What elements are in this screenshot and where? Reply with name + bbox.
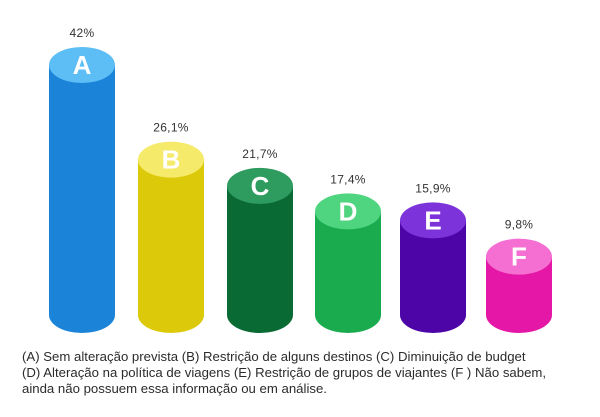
bar-letter-label: B (162, 145, 181, 175)
legend-line-3: ainda não possuem essa informação ou em … (22, 381, 327, 396)
bar-b: B 26,1% (138, 121, 204, 333)
bar-d: D 17,4% (315, 172, 381, 333)
bar-body (138, 159, 204, 315)
bar-chart: A 42% B 26,1% C 21,7% D 17,4% E 15,9% F 9,8% (49, 26, 552, 333)
bar-body (227, 185, 293, 315)
bar-top (49, 47, 115, 83)
bar-value-label: 15,9% (415, 181, 451, 195)
bar-top (486, 238, 552, 275)
bar-value-label: 9,8% (505, 218, 534, 232)
bar-value-label: 17,4% (330, 172, 366, 186)
bar-a: A 42% (49, 26, 115, 333)
bar-body (49, 65, 115, 315)
legend-line-1: (A) Sem alteração prevista (B) Restrição… (22, 349, 526, 364)
bar-top (138, 141, 204, 178)
bar-value-label: 42% (70, 26, 95, 40)
bar-value-label: 26,1% (153, 121, 189, 135)
bar-e: E 15,9% (400, 181, 466, 333)
bar-letter-label: C (251, 171, 270, 201)
bar-top (227, 167, 293, 204)
bar-letter-label: A (73, 50, 92, 80)
bar-f: F 9,8% (486, 218, 552, 333)
bar-letter-label: E (424, 205, 441, 235)
bar-value-label: 21,7% (242, 147, 278, 161)
bar-letter-label: F (511, 242, 527, 272)
bar-top (315, 193, 381, 230)
bar-top (400, 202, 466, 239)
chart-legend: (A) Sem alteração prevista (B) Restrição… (22, 349, 587, 397)
bar-c: C 21,7% (227, 147, 293, 333)
bar-letter-label: D (339, 196, 358, 226)
legend-line-2: (D) Alteração na política de viagens (E)… (22, 365, 547, 380)
